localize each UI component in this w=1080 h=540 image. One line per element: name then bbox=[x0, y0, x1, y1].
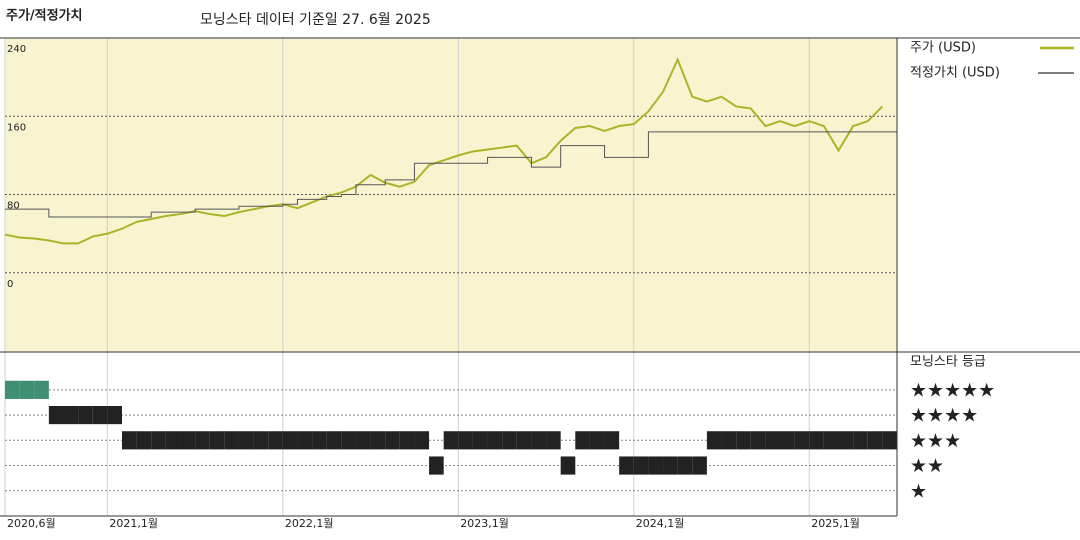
rating-bar bbox=[78, 405, 93, 425]
rating-bar bbox=[619, 456, 634, 475]
rating-bar bbox=[604, 431, 620, 450]
rating-bar bbox=[370, 431, 386, 450]
rating-label: ★ bbox=[910, 480, 927, 502]
y-tick-label: 240 bbox=[7, 44, 26, 55]
rating-bar bbox=[48, 405, 64, 425]
rating-bar bbox=[648, 456, 664, 475]
rating-bar bbox=[736, 431, 751, 450]
series-line bbox=[5, 131, 897, 218]
rating-bar bbox=[92, 405, 108, 425]
rating-bar bbox=[692, 456, 707, 475]
rating-bar bbox=[19, 380, 35, 399]
rating-bar bbox=[706, 431, 722, 450]
rating-bar bbox=[355, 431, 371, 450]
rating-bar bbox=[136, 431, 152, 450]
rating-bar bbox=[107, 405, 122, 425]
rating-bar bbox=[780, 431, 795, 450]
series-line bbox=[4, 56, 884, 245]
rating-bar bbox=[823, 431, 839, 450]
x-tick-label: 2020,6월 bbox=[7, 517, 56, 530]
rating-bar bbox=[838, 431, 854, 450]
rating-label: ★★★★★ bbox=[910, 379, 995, 401]
legend-label: 주가 (USD) bbox=[910, 41, 976, 56]
rating-bar bbox=[224, 431, 239, 450]
rating-bar bbox=[560, 456, 576, 475]
rating-bar bbox=[151, 431, 166, 450]
rating-bar bbox=[414, 431, 430, 450]
rating-bar bbox=[794, 431, 810, 450]
rating-bar bbox=[385, 431, 400, 450]
x-tick-label: 2022,1월 bbox=[285, 517, 334, 530]
rating-label: ★★ bbox=[910, 455, 944, 477]
rating-bar bbox=[312, 431, 327, 450]
y-tick-label: 0 bbox=[7, 279, 13, 290]
rating-bar bbox=[195, 431, 210, 450]
rating-bar bbox=[472, 431, 488, 450]
rating-bar bbox=[209, 431, 225, 450]
x-tick-label: 2023,1월 bbox=[460, 517, 509, 530]
rating-bar bbox=[487, 431, 503, 450]
rating-bar bbox=[867, 431, 883, 450]
rating-label: ★★★ bbox=[910, 430, 961, 452]
rating-bar bbox=[765, 431, 781, 450]
rating-bar bbox=[443, 431, 459, 450]
rating-bar bbox=[399, 431, 415, 450]
rating-bar bbox=[238, 431, 254, 450]
rating-bar bbox=[516, 431, 532, 450]
rating-bar bbox=[341, 431, 356, 450]
rating-bar bbox=[297, 431, 313, 450]
x-tick-label: 2025,1월 bbox=[811, 517, 860, 530]
rating-title: 모닝스타 등급 bbox=[910, 355, 986, 370]
rating-bar bbox=[633, 456, 649, 475]
rating-bar bbox=[882, 431, 897, 450]
rating-bar bbox=[663, 456, 678, 475]
rating-bar bbox=[121, 431, 137, 450]
rating-bar bbox=[721, 431, 737, 450]
rating-bar bbox=[853, 431, 868, 450]
rating-bar bbox=[546, 431, 561, 450]
rating-bar bbox=[531, 431, 547, 450]
rating-bar bbox=[5, 380, 20, 399]
rating-bar bbox=[326, 431, 342, 450]
rating-bar bbox=[180, 431, 196, 450]
y-tick-label: 160 bbox=[7, 122, 26, 133]
rating-bar bbox=[677, 456, 693, 475]
rating-bar bbox=[809, 431, 824, 450]
rating-bar bbox=[282, 431, 298, 450]
rating-bar bbox=[63, 405, 79, 425]
rating-bar bbox=[502, 431, 517, 450]
rating-label: ★★★★ bbox=[910, 405, 978, 427]
rating-bar bbox=[253, 431, 269, 450]
x-tick-label: 2021,1월 bbox=[109, 517, 158, 530]
rating-bar bbox=[268, 431, 283, 450]
rating-bar bbox=[750, 431, 766, 450]
rating-bar bbox=[589, 431, 605, 450]
legend-label: 적정가치 (USD) bbox=[910, 66, 1000, 81]
y-tick-label: 80 bbox=[7, 201, 20, 212]
rating-bar bbox=[575, 431, 590, 450]
rating-bar bbox=[34, 380, 49, 399]
rating-bar bbox=[429, 456, 444, 475]
rating-bar bbox=[458, 431, 473, 450]
x-tick-label: 2024,1월 bbox=[636, 517, 685, 530]
chart-title: 주가/적정가치 bbox=[6, 8, 83, 24]
chart-subtitle: 모닝스타 데이터 기준일 27. 6월 2025 bbox=[200, 12, 431, 28]
rating-bar bbox=[165, 431, 181, 450]
